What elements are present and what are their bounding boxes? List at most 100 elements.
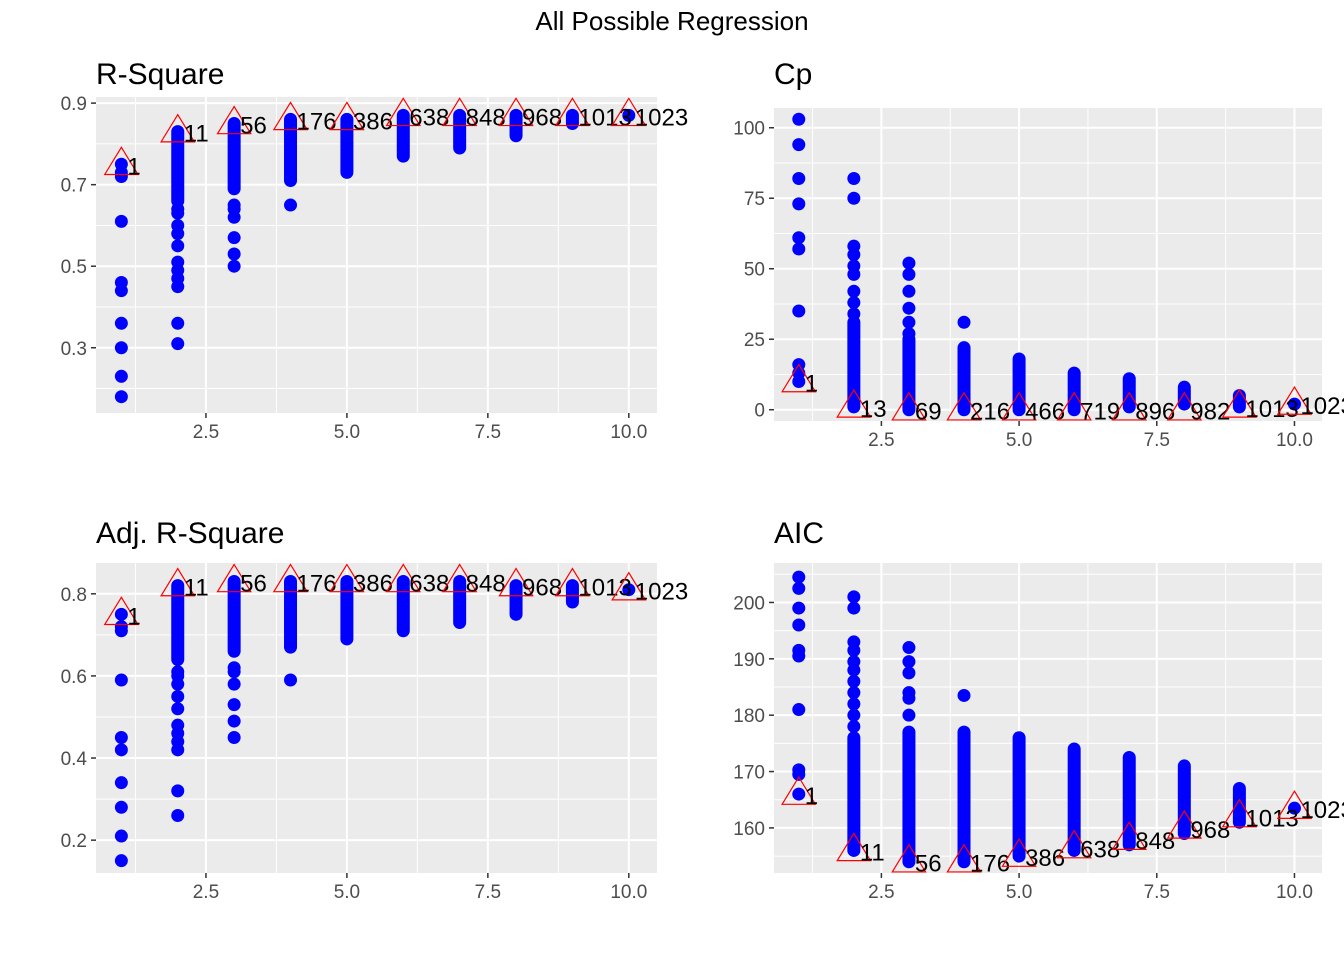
y-tick-label: 0.5 xyxy=(61,257,87,278)
point-cluster xyxy=(1232,389,1246,414)
data-point xyxy=(792,601,806,615)
best-model-marker xyxy=(498,97,534,127)
data-point xyxy=(902,708,916,722)
data-point xyxy=(114,316,128,330)
data-point xyxy=(847,307,861,321)
data-point xyxy=(171,218,185,232)
data-point xyxy=(1287,801,1301,815)
best-model-marker xyxy=(1276,790,1313,819)
x-tick-label: 5.0 xyxy=(1006,882,1032,903)
best-model-label: 719 xyxy=(1080,399,1120,426)
point-cluster xyxy=(227,574,241,658)
y-tick-label: 0.6 xyxy=(61,667,87,688)
x-tick-label: 2.5 xyxy=(193,882,219,903)
data-point xyxy=(902,267,916,281)
data-point xyxy=(284,673,298,687)
point-cluster xyxy=(847,315,861,414)
best-model-label: 848 xyxy=(1135,828,1175,855)
x-tick-label: 2.5 xyxy=(868,430,894,451)
data-point xyxy=(114,776,128,790)
figure-title: All Possible Regression xyxy=(535,6,809,36)
best-model-label: 1013 xyxy=(578,575,631,602)
point-cluster xyxy=(284,112,298,188)
data-point xyxy=(114,829,128,843)
best-model-label: 1013 xyxy=(578,104,631,131)
x-tick-label: 7.5 xyxy=(475,422,501,443)
data-point xyxy=(847,686,861,700)
best-model-label: 466 xyxy=(1025,399,1065,426)
x-tick-label: 2.5 xyxy=(868,882,894,903)
data-point xyxy=(171,689,185,703)
data-point xyxy=(114,157,128,171)
best-model-label: 1013 xyxy=(1245,806,1298,833)
best-model-label: 13 xyxy=(860,396,887,423)
best-model-marker xyxy=(1276,385,1313,415)
point-cluster xyxy=(340,574,354,646)
best-model-marker xyxy=(1166,391,1203,421)
best-model-marker xyxy=(216,563,252,593)
best-model-label: 56 xyxy=(915,851,942,878)
data-point xyxy=(114,673,128,687)
data-point xyxy=(622,108,636,122)
data-point xyxy=(171,809,185,823)
data-point xyxy=(227,247,241,261)
data-point xyxy=(114,800,128,814)
best-model-label: 56 xyxy=(240,113,267,140)
best-model-label: 11 xyxy=(184,121,209,148)
point-cluster xyxy=(1012,352,1026,417)
data-point xyxy=(171,784,185,798)
point-cluster xyxy=(902,332,916,417)
y-tick-label: 200 xyxy=(733,593,765,614)
best-model-label: 1 xyxy=(127,153,140,180)
best-model-label: 1023 xyxy=(635,104,688,131)
y-tick-label: 25 xyxy=(744,330,765,351)
best-model-label: 638 xyxy=(409,570,449,597)
point-cluster xyxy=(1067,366,1081,417)
data-point xyxy=(792,304,806,318)
data-point xyxy=(227,231,241,245)
data-point xyxy=(902,284,916,298)
x-tick-label: 7.5 xyxy=(1144,882,1170,903)
data-point xyxy=(902,641,916,655)
best-model-marker xyxy=(946,843,982,873)
x-tick-label: 2.5 xyxy=(193,422,219,443)
panel-title: R-Square xyxy=(96,58,224,91)
point-cluster xyxy=(453,574,467,630)
data-point xyxy=(847,635,861,649)
best-model-marker xyxy=(836,388,872,418)
panel-title: Adj. R-Square xyxy=(96,517,284,550)
data-point xyxy=(622,583,636,597)
data-point xyxy=(227,259,241,273)
y-tick-label: 0.4 xyxy=(61,749,88,770)
best-model-marker xyxy=(1056,829,1092,859)
best-model-marker xyxy=(1166,809,1203,839)
x-tick-label: 10.0 xyxy=(1276,430,1313,451)
y-tick-label: 0.7 xyxy=(61,176,87,197)
data-point xyxy=(114,620,128,634)
data-point xyxy=(227,677,241,691)
data-point xyxy=(847,239,861,253)
best-model-marker xyxy=(385,563,422,593)
best-model-label: 216 xyxy=(970,399,1010,426)
point-cluster xyxy=(957,341,971,417)
best-model-marker xyxy=(272,101,309,131)
points-layer xyxy=(792,570,1301,869)
y-tick-label: 190 xyxy=(733,650,765,671)
point-cluster xyxy=(1067,742,1081,857)
best-model-label: 848 xyxy=(466,570,506,597)
best-model-label: 896 xyxy=(1135,399,1175,426)
data-point xyxy=(792,703,806,717)
points-layer xyxy=(792,112,1301,417)
point-cluster xyxy=(565,108,579,131)
plot-background xyxy=(774,108,1322,421)
data-point xyxy=(902,666,916,680)
best-model-marker xyxy=(385,97,422,127)
best-model-marker xyxy=(611,97,647,127)
best-model-label: 1023 xyxy=(1300,797,1344,824)
data-point xyxy=(284,198,298,212)
data-point xyxy=(171,718,185,732)
point-cluster xyxy=(171,125,185,208)
point-cluster xyxy=(902,725,916,869)
best-model-label: 1023 xyxy=(1300,393,1344,420)
